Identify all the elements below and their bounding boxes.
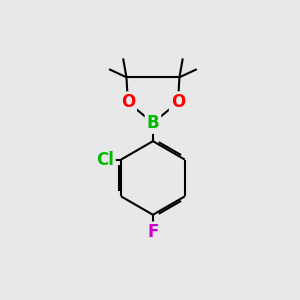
Text: Cl: Cl bbox=[96, 151, 114, 169]
Text: O: O bbox=[121, 93, 135, 111]
Text: F: F bbox=[147, 224, 159, 242]
Text: O: O bbox=[171, 93, 185, 111]
Text: B: B bbox=[147, 114, 159, 132]
